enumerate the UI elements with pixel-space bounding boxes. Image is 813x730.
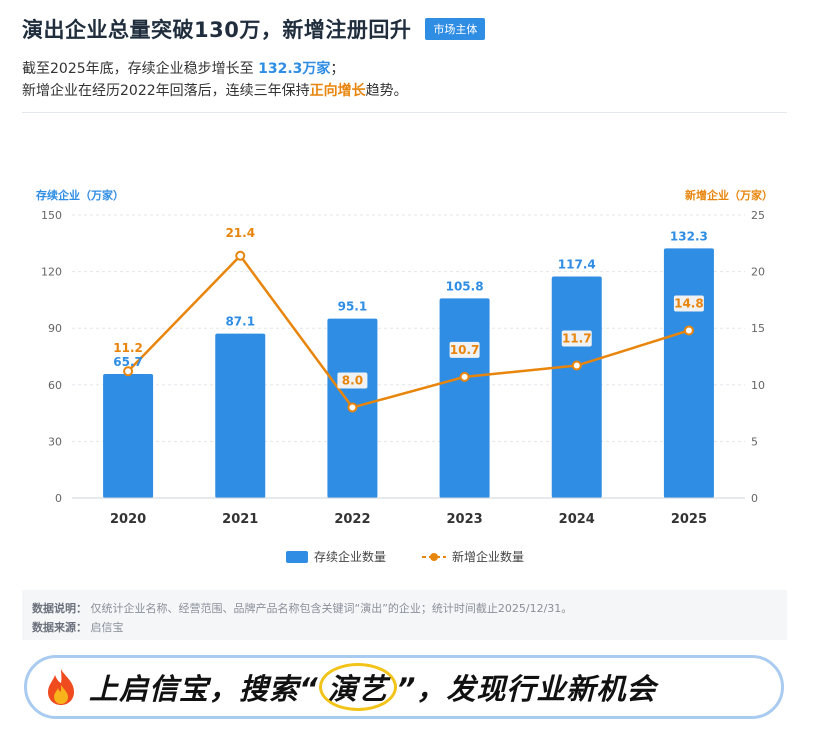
data-description-label: 数据说明： [32, 602, 87, 615]
line-label-2020: 11.2 [113, 341, 143, 355]
legend-label-line: 新增企业数量 [452, 549, 524, 564]
banner-keyword[interactable]: 演艺 [318, 663, 397, 711]
banner-slogan: 上启信宝，搜索“ 演艺 ”，发现行业新机会 [89, 663, 656, 711]
bar-2021 [215, 333, 266, 498]
legend-swatch-bar [286, 551, 308, 563]
x-tick-2024: 2024 [559, 512, 595, 527]
line-label-2021: 21.4 [225, 226, 255, 240]
category-badge[interactable]: 市场主体 [425, 18, 486, 40]
line-point-2022 [347, 402, 358, 413]
subtitle-line-2-prefix: 新增企业在经历2022年回落后，连续三年保持 [22, 83, 310, 99]
y-tick-right-20: 20 [751, 266, 765, 279]
legend-swatch-dot [430, 553, 438, 561]
subtitle-line-1-prefix: 截至2025年底，存续企业稳步增长至 [22, 61, 259, 77]
subtitle-highlight-growth: 正向增长 [309, 83, 366, 99]
y-tick-right-25: 25 [751, 209, 765, 222]
promo-banner[interactable]: 上启信宝，搜索“ 演艺 ”，发现行业新机会 [24, 655, 784, 719]
banner-text-part-2: ”，发现行业新机会 [396, 672, 657, 706]
subtitle-line-1: 截至2025年底，存续企业稳步增长至 132.3万家； [22, 58, 408, 80]
data-source-label: 数据来源： [32, 621, 87, 634]
y-tick-left-30: 30 [48, 435, 62, 448]
bar-label-2020: 65.7 [113, 355, 143, 369]
bar-2024 [551, 276, 602, 498]
line-label-bg-2024 [561, 330, 592, 347]
x-tick-2020: 2020 [110, 512, 146, 527]
line-label-2025: 14.8 [674, 296, 704, 310]
line-series [123, 250, 694, 413]
y-axis-left-label: 存续企业（万家） [36, 188, 124, 202]
subtitle-line-2: 新增企业在经历2022年回落后，连续三年保持正向增长趋势。 [22, 80, 408, 102]
bar-2025 [663, 248, 714, 498]
y-tick-left-120: 120 [41, 266, 62, 279]
data-notes: 数据说明： 仅统计企业名称、经营范围、品牌产品名称包含关键词“演出”的企业；统计… [22, 590, 787, 640]
y-tick-left-150: 150 [41, 209, 62, 222]
y-tick-right-5: 5 [751, 435, 758, 448]
subtitle: 截至2025年底，存续企业稳步增长至 132.3万家； 新增企业在经历2022年… [22, 58, 408, 102]
data-source: 数据来源： 启信宝 [32, 619, 124, 635]
line-point-2024 [571, 360, 582, 371]
y-axis-right-label: 新增企业（万家） [685, 188, 773, 202]
data-description-text: 仅统计企业名称、经营范围、品牌产品名称包含关键词“演出”的企业；统计时间截止20… [90, 602, 573, 615]
bar-label-2025: 132.3 [670, 229, 708, 243]
data-source-text: 启信宝 [90, 621, 124, 634]
legend: 存续企业数量 新增企业数量 [286, 549, 524, 564]
legend-label-bar: 存续企业数量 [314, 549, 386, 564]
line-point-2023 [459, 371, 470, 382]
line-label-bg-2025 [673, 295, 704, 312]
line-label-bg-2022 [337, 372, 368, 389]
x-tick-2025: 2025 [671, 512, 707, 527]
page-title: 演出企业总量突破130万，新增注册回升 [22, 18, 412, 42]
combo-chart: 65.7 87.1 95.1 105.8 117.4 132.3 11.2 21.4 8.0 10… [36, 188, 773, 564]
header-divider [22, 112, 787, 113]
y-tick-right-0: 0 [751, 492, 758, 505]
line-label-2022: 8.0 [342, 373, 363, 387]
line-path [127, 253, 690, 409]
bar-label-2022: 95.1 [338, 300, 368, 314]
x-tick-2022: 2022 [334, 512, 370, 527]
y-tick-left-60: 60 [48, 379, 62, 392]
subtitle-line-1-suffix: ； [330, 61, 345, 77]
subtitle-line-2-suffix: 趋势。 [365, 83, 408, 99]
line-point-2025 [683, 325, 694, 336]
line-label-2024: 11.7 [562, 332, 592, 346]
line-label-2023: 10.7 [450, 343, 480, 357]
bar-series [103, 248, 714, 498]
bar-2023 [439, 298, 490, 498]
y-tick-left-90: 90 [48, 322, 62, 335]
data-description: 数据说明： 仅统计企业名称、经营范围、品牌产品名称包含关键词“演出”的企业；统计… [32, 600, 572, 616]
data-labels: 65.7 87.1 95.1 105.8 117.4 132.3 11.2 21.4 8.0 10… [113, 226, 708, 389]
flame-icon [48, 669, 74, 705]
x-tick-2021: 2021 [222, 512, 258, 527]
line-point-2021 [235, 250, 246, 261]
bar-label-2021: 87.1 [225, 315, 255, 329]
grid-lines [72, 214, 745, 442]
title-row: 演出企业总量突破130万，新增注册回升 市场主体 [22, 14, 486, 44]
bar-label-2023: 105.8 [446, 279, 484, 293]
bar-2020 [103, 374, 154, 498]
line-point-2020 [123, 366, 134, 377]
y-tick-right-15: 15 [751, 322, 765, 335]
bar-label-2024: 117.4 [558, 258, 596, 272]
subtitle-highlight-total: 132.3万家 [258, 61, 331, 77]
banner-text-part-1: 上启信宝，搜索“ [89, 672, 319, 706]
line-label-bg-2023 [449, 341, 480, 358]
x-tick-2023: 2023 [446, 512, 482, 527]
y-tick-left-0: 0 [55, 492, 62, 505]
y-tick-right-10: 10 [751, 379, 765, 392]
